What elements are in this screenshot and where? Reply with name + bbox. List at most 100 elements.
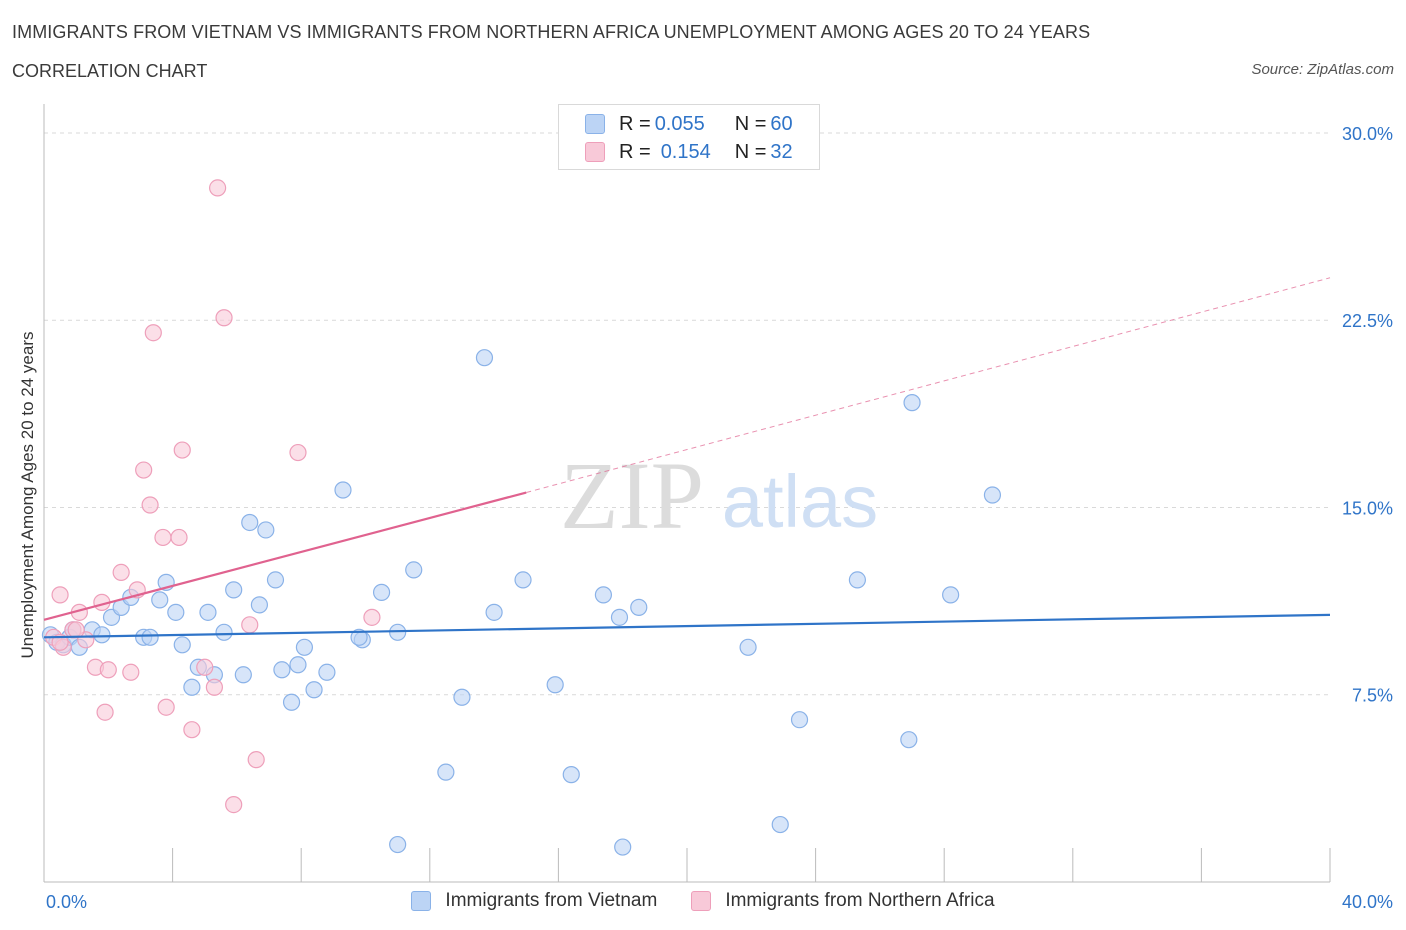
nafrica-point xyxy=(135,461,153,479)
n-value: 60 xyxy=(770,112,793,135)
r-label: R = xyxy=(619,112,651,135)
vietnam-point xyxy=(266,571,285,589)
legend-label-nafrica: Immigrants from Northern Africa xyxy=(725,890,995,911)
n-label: N = xyxy=(734,140,767,163)
vietnam-swatch xyxy=(585,114,605,134)
n-value: 32 xyxy=(770,140,793,163)
nafrica-point xyxy=(51,633,69,651)
watermark-zip: ZIP xyxy=(560,442,704,549)
vietnam-point xyxy=(215,623,233,641)
vietnam-point xyxy=(453,688,471,706)
vietnam-point xyxy=(199,603,217,621)
nafrica-point xyxy=(99,661,117,679)
vietnam-point xyxy=(610,608,629,626)
vietnam-point xyxy=(241,513,259,532)
vietnam-point xyxy=(562,766,580,784)
vietnam-point xyxy=(305,681,323,699)
vietnam-point xyxy=(295,638,314,656)
nafrica-point xyxy=(122,663,140,681)
nafrica-point xyxy=(173,441,191,459)
vietnam-point xyxy=(289,656,307,674)
vietnam-point xyxy=(903,394,921,412)
vietnam-point xyxy=(514,571,532,589)
y-tick-label: 15.0% xyxy=(1342,498,1393,518)
vietnam-point xyxy=(739,638,757,656)
vietnam-point xyxy=(93,626,111,644)
vietnam-point xyxy=(485,603,503,621)
vietnam-point xyxy=(234,666,252,684)
x-tick-label: 0.0% xyxy=(46,892,87,912)
r-value: 0.154 xyxy=(660,140,711,163)
nafrica-point xyxy=(112,563,130,582)
vietnam-point xyxy=(594,586,613,604)
nafrica-point xyxy=(289,443,307,462)
vietnam-point xyxy=(848,571,866,589)
vietnam-point xyxy=(334,481,352,499)
r-value: 0.055 xyxy=(654,112,705,135)
vietnam-point xyxy=(173,636,191,654)
watermark-atlas: atlas xyxy=(722,460,878,543)
legend-label-vietnam: Immigrants from Vietnam xyxy=(445,890,658,911)
nafrica-swatch xyxy=(691,891,712,911)
nafrica-swatch xyxy=(585,142,605,162)
points-layer xyxy=(41,179,1002,856)
tick-label-layer: 7.5% 15.0% 22.5% 30.0% 0.0% 40.0% xyxy=(46,124,1393,912)
vietnam-point xyxy=(350,628,368,646)
vietnam-point xyxy=(389,835,407,854)
stats-legend: R = 0.055 N = 60 R = 0.154 N = 32 xyxy=(558,104,820,170)
vietnam-point xyxy=(273,661,291,679)
axis-layer xyxy=(43,104,1331,883)
vietnam-point xyxy=(225,581,243,599)
vietnam-point xyxy=(282,693,301,711)
vietnam-point xyxy=(546,676,564,694)
r-label: R = xyxy=(619,140,651,163)
vietnam-point xyxy=(257,521,275,539)
nafrica-point xyxy=(157,698,175,716)
chart-title: IMMIGRANTS FROM VIETNAM VS IMMIGRANTS FR… xyxy=(12,22,1091,42)
nafrica-point xyxy=(183,721,201,739)
source-label: Source: ZipAtlas.com xyxy=(1251,61,1394,78)
nafrica-point xyxy=(196,658,214,676)
vietnam-point xyxy=(151,591,169,609)
n-label: N = xyxy=(734,112,767,135)
vietnam-point xyxy=(790,711,809,729)
nafrica-point xyxy=(67,621,85,639)
vietnam-point xyxy=(900,731,918,749)
nafrica-point xyxy=(96,703,114,721)
legend-item-vietnam[interactable]: Immigrants from Vietnam xyxy=(411,890,657,912)
vietnam-point xyxy=(771,815,789,834)
vietnam-point xyxy=(141,628,159,646)
x-tick-label: 40.0% xyxy=(1342,892,1393,912)
vietnam-swatch xyxy=(411,891,432,911)
chart-subtitle: CORRELATION CHART xyxy=(12,61,208,81)
vietnam-point xyxy=(318,663,336,681)
nafrica-trend-extension xyxy=(526,277,1331,493)
nafrica-trend-line xyxy=(43,491,527,621)
vietnam-point xyxy=(167,603,185,621)
nafrica-point xyxy=(241,616,259,634)
vietnam-point xyxy=(437,763,455,781)
nafrica-point xyxy=(144,324,162,342)
vietnam-trend-line xyxy=(43,613,1331,639)
vietnam-point xyxy=(372,583,391,601)
nafrica-point xyxy=(225,796,243,814)
y-tick-label: 30.0% xyxy=(1342,124,1393,144)
vietnam-point xyxy=(614,838,632,856)
legend-item-nafrica[interactable]: Immigrants from Northern Africa xyxy=(691,890,995,912)
stats-row-vietnam: R = 0.055 N = 60 xyxy=(585,111,793,137)
nafrica-point xyxy=(247,751,265,769)
nafrica-point xyxy=(209,179,227,197)
vietnam-point xyxy=(183,678,201,696)
vietnam-point xyxy=(983,486,1002,504)
stats-row-nafrica: R = 0.154 N = 32 xyxy=(585,139,793,165)
nafrica-point xyxy=(170,528,188,547)
series-legend: Immigrants from Vietnam Immigrants from … xyxy=(0,890,1406,912)
y-tick-label: 7.5% xyxy=(1352,686,1393,706)
nafrica-point xyxy=(51,586,69,604)
nafrica-point xyxy=(141,496,159,514)
nafrica-point xyxy=(363,608,381,626)
grid-layer xyxy=(44,132,1330,696)
nafrica-point xyxy=(215,309,233,327)
vietnam-point xyxy=(942,586,960,604)
